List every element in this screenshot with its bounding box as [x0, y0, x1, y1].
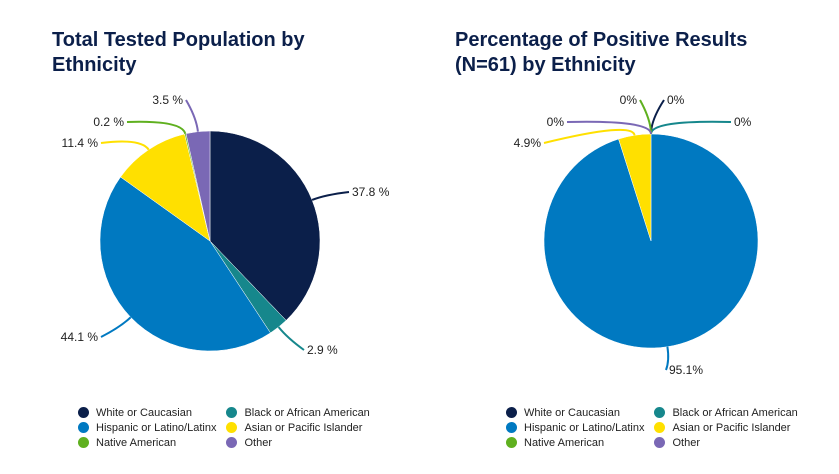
legend-item-other[interactable]: Other [654, 435, 797, 450]
legend-label: Hispanic or Latino/Latinx [524, 421, 645, 434]
leader-line-hispanic-or-latino-latinx [100, 316, 132, 338]
legend-item-native-american[interactable]: Native American [506, 435, 644, 450]
legend-item-hispanic-or-latino-latinx[interactable]: Hispanic or Latino/Latinx [78, 420, 216, 435]
legend-swatch [654, 437, 666, 448]
slice-label-other: 3.5 % [152, 93, 183, 107]
chart-panel-total-tested: Total Tested Population by Ethnicity 37.… [52, 29, 390, 450]
legend-item-white-or-caucasian[interactable]: White or Caucasian [506, 405, 644, 420]
pie-slice-asian-or-pacific-islander [120, 133, 211, 242]
legend-label: Asian or Pacific Islander [672, 421, 791, 434]
pie-slices [99, 130, 321, 352]
slice-label-black-or-african-american: 0% [734, 115, 752, 129]
legend-label: Other [672, 436, 700, 449]
leader-line-hispanic-or-latino-latinx [665, 346, 670, 371]
legend-label: Black or African American [244, 406, 370, 419]
chart-panel-positive-results: Percentage of Positive Results (N=61) by… [420, 0, 839, 474]
legend-item-other[interactable]: Other [226, 435, 369, 450]
leader-lines [100, 99, 350, 351]
legend-swatch [654, 407, 666, 418]
slice-label-asian-or-pacific-islander: 11.4 % [62, 136, 99, 150]
slice-label-hispanic-or-latino-latinx: 95.1% [669, 363, 703, 377]
pie-chart: 0% 0% 95.1% 4.9% 0% 0% [514, 93, 759, 377]
leader-line-asian-or-pacific-islander [543, 128, 636, 144]
legend-swatch [78, 422, 89, 433]
chart-title: Total Tested Population by Ethnicity [52, 29, 305, 76]
legend-label: Other [244, 436, 272, 449]
leader-line-black-or-african-american [650, 120, 732, 135]
legend-item-native-american[interactable]: Native American [78, 435, 216, 450]
chart-title: Percentage of Positive Results (N=61) by… [455, 29, 748, 76]
legend-swatch [506, 407, 517, 418]
legend-swatch [506, 422, 517, 433]
legend-swatch [506, 437, 517, 448]
legend-swatch [226, 407, 238, 418]
legend-item-hispanic-or-latino-latinx[interactable]: Hispanic or Latino/Latinx [506, 420, 644, 435]
leader-line-other [185, 99, 199, 132]
slice-label-white-or-caucasian: 37.8 % [352, 185, 390, 199]
legend-label: Native American [96, 436, 177, 449]
slice-label-white-or-caucasian: 0% [667, 93, 685, 107]
legend-item-black-or-african-american[interactable]: Black or African American [654, 405, 798, 420]
pie-slice-hispanic-or-latino-latinx [99, 176, 271, 352]
slice-label-asian-or-pacific-islander: 4.9% [514, 136, 542, 150]
legend-label: Hispanic or Latino/Latinx [96, 421, 217, 434]
legend-item-white-or-caucasian[interactable]: White or Caucasian [78, 405, 216, 420]
legend-label: Native American [524, 436, 605, 449]
legend-label: Black or African American [672, 406, 798, 419]
legend-swatch [226, 437, 238, 448]
legend-swatch [78, 407, 89, 418]
slice-labels: 37.8 % 2.9 % 44.1 % 11.4 % 0.2 % 3.5 % [61, 93, 390, 357]
legend-item-asian-or-pacific-islander[interactable]: Asian or Pacific Islander [654, 420, 797, 435]
pie-chart: 37.8 % 2.9 % 44.1 % 11.4 % 0.2 % 3.5 % [61, 93, 390, 357]
pie-slice-hispanic-or-latino-latinx [543, 133, 759, 349]
legend: White or Caucasian Black or African Ameri… [78, 405, 370, 450]
slice-label-hispanic-or-latino-latinx: 44.1 % [61, 330, 99, 344]
legend-swatch [78, 437, 89, 448]
legend: White or Caucasian Black or African Ameri… [506, 405, 798, 450]
legend-swatch [226, 422, 238, 433]
slice-labels: 0% 0% 95.1% 4.9% 0% 0% [514, 93, 752, 377]
leader-line-other [566, 120, 652, 135]
legend-swatch [654, 422, 666, 433]
slice-label-native-american: 0% [620, 93, 638, 107]
leader-line-white-or-caucasian [311, 191, 350, 201]
legend-item-black-or-african-american[interactable]: Black or African American [226, 405, 370, 420]
leader-lines [543, 99, 732, 371]
slice-label-other: 0% [547, 115, 565, 129]
leader-line-asian-or-pacific-islander [100, 140, 150, 151]
legend-label: White or Caucasian [524, 406, 620, 419]
legend-label: Asian or Pacific Islander [244, 421, 363, 434]
pie-slices [543, 133, 759, 349]
legend-item-asian-or-pacific-islander[interactable]: Asian or Pacific Islander [226, 420, 369, 435]
slice-label-native-american: 0.2 % [93, 115, 124, 129]
legend-label: White or Caucasian [96, 406, 192, 419]
leader-line-native-american [126, 120, 187, 135]
leader-line-black-or-african-american [277, 326, 305, 351]
slice-label-black-or-african-american: 2.9 % [307, 343, 338, 357]
